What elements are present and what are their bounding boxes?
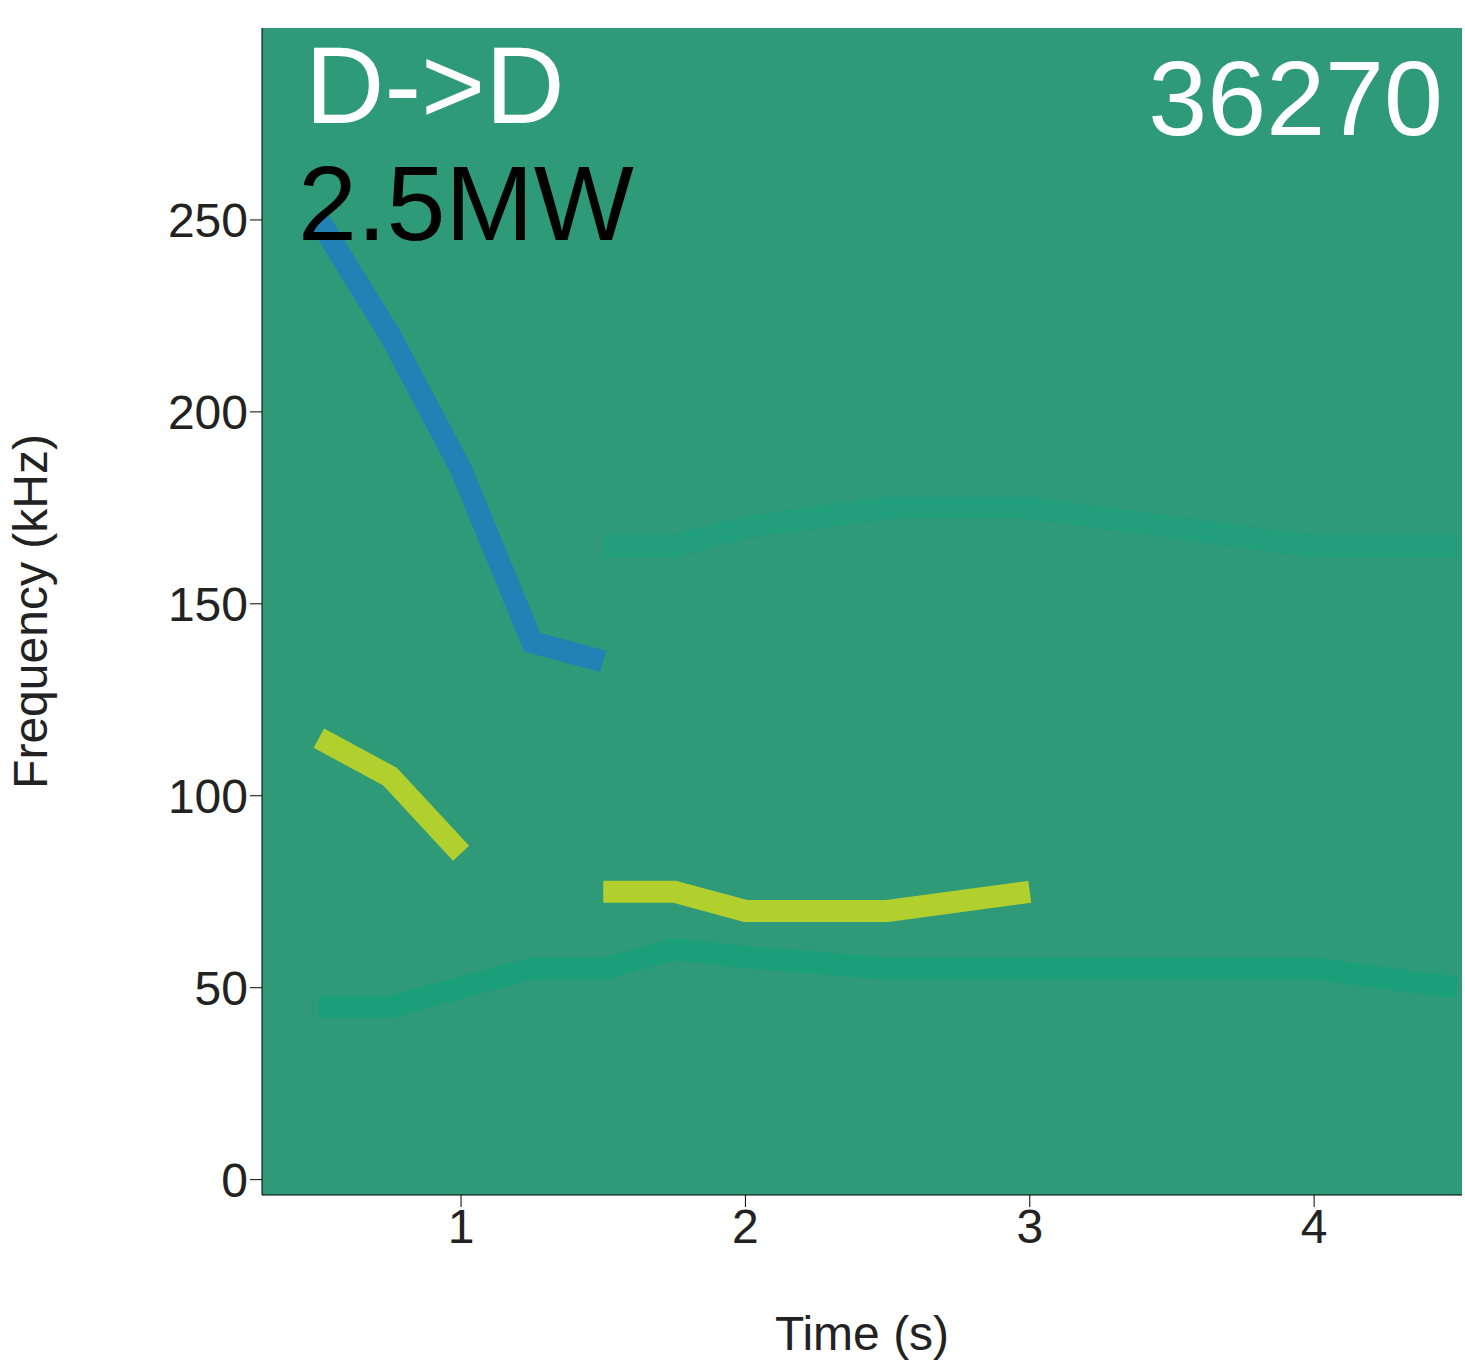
- html-text:D->D: D->D: [305, 23, 565, 146]
- html-text:2.5MW: 2.5MW: [298, 144, 634, 262]
- svg-text:250: 250: [168, 194, 248, 247]
- svg-text:50: 50: [195, 962, 248, 1015]
- svg-text:200: 200: [168, 386, 248, 439]
- svg-text:100: 100: [168, 770, 248, 823]
- svg-text:4: 4: [1301, 1200, 1328, 1253]
- svg-text:150: 150: [168, 578, 248, 631]
- svg-text:0: 0: [221, 1154, 248, 1207]
- html-text:36270: 36270: [1148, 39, 1443, 157]
- svg-text:Time (s): Time (s): [775, 1307, 949, 1360]
- svg-text:1: 1: [448, 1200, 475, 1253]
- svg-text:3: 3: [1016, 1200, 1043, 1253]
- svg-text:Frequency (kHz): Frequency (kHz): [4, 434, 57, 789]
- svg-text:2: 2: [732, 1200, 759, 1253]
